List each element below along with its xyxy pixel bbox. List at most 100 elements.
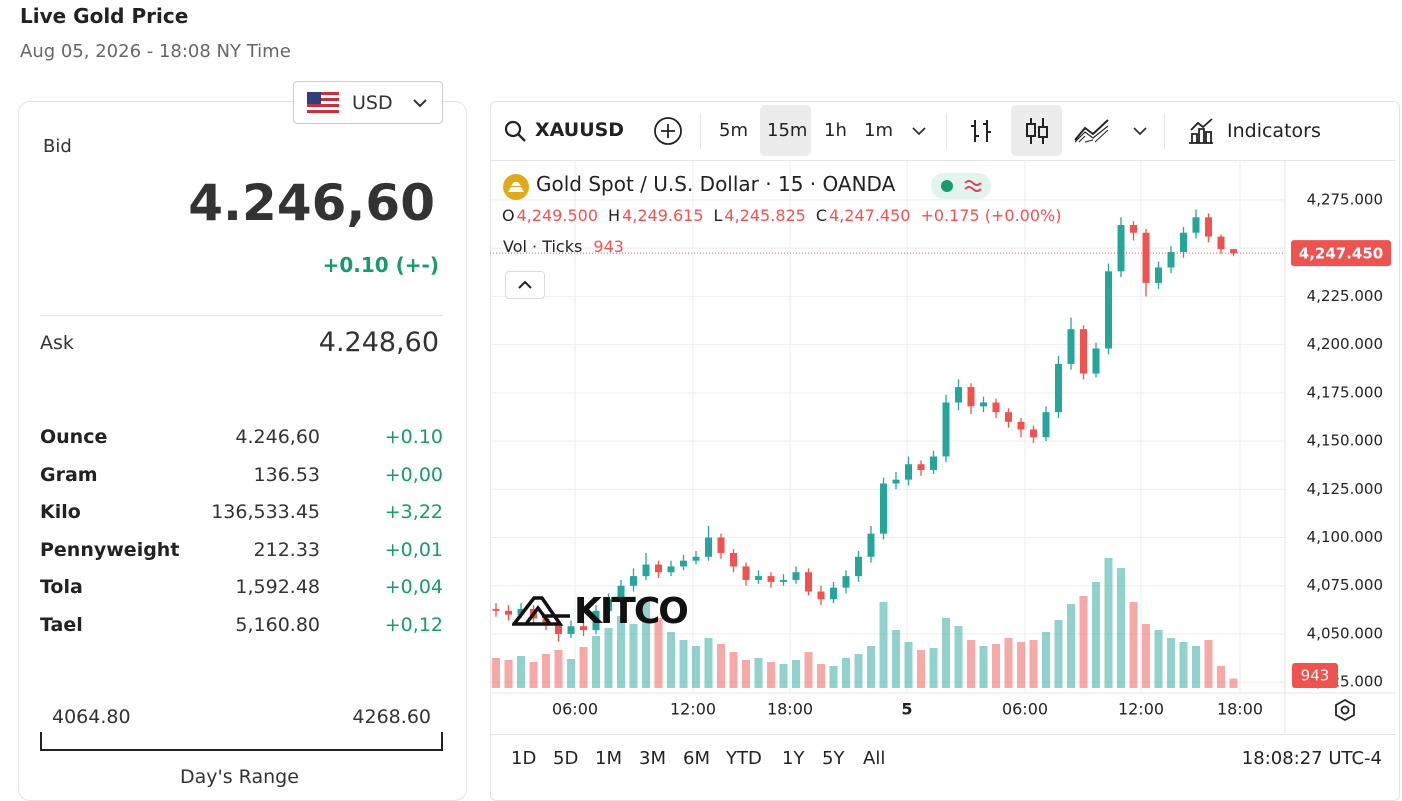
- y-tick-label: 4,050.000: [1307, 624, 1383, 642]
- candle-body: [1155, 267, 1162, 283]
- candle-body: [780, 579, 787, 582]
- candle-body: [1092, 348, 1100, 374]
- settings-icon[interactable]: [1333, 698, 1357, 722]
- range-bar: [40, 732, 443, 751]
- candle-body: [1017, 421, 1025, 430]
- volume-bar: [1229, 678, 1238, 688]
- candle-body: [1205, 217, 1212, 237]
- candle-body: [905, 464, 912, 480]
- legend-close: 4,247.450: [829, 206, 911, 225]
- candle-body: [730, 552, 737, 567]
- candle-body: [1042, 412, 1050, 438]
- interval[interactable]: 15m: [767, 120, 808, 141]
- area-style-icon[interactable]: [1073, 116, 1111, 144]
- indicators[interactable]: Indicators: [1227, 120, 1321, 142]
- chevron-up: [518, 280, 532, 289]
- volume-bar: [554, 650, 563, 688]
- volume-bar: [1217, 666, 1225, 688]
- candle-body: [980, 402, 987, 407]
- y-tick-label: 4,275.000: [1307, 190, 1383, 208]
- candle-body: [805, 572, 812, 592]
- range-button[interactable]: 5Y: [822, 748, 845, 769]
- divider: [700, 113, 701, 149]
- candle-body: [717, 537, 725, 553]
- volume-bar: [1129, 602, 1138, 688]
- range-button[interactable]: YTD: [726, 748, 762, 769]
- candle-body: [1217, 236, 1225, 250]
- flag-icon: [307, 92, 339, 114]
- unit-row: Ounce 4.246,60 +0.10: [40, 426, 443, 456]
- range-button[interactable]: 1M: [595, 748, 622, 769]
- volume-bar: [704, 638, 713, 688]
- volume-bar: [1192, 646, 1200, 688]
- chevron[interactable]: [911, 126, 927, 136]
- unit-name: Pennyweight: [40, 539, 180, 561]
- volume-bar: [1004, 638, 1013, 688]
- volume-bar: [767, 662, 775, 688]
- candle-body: [605, 599, 612, 611]
- unit-price: 212.33: [253, 539, 320, 561]
- volume-bar: [492, 658, 500, 688]
- last-volume-tag: [1292, 663, 1338, 688]
- unit-price: 4.246,60: [235, 426, 320, 448]
- chart-title: Gold Spot / U.S. Dollar · 15 · OANDA: [536, 172, 896, 196]
- unit-change: +0,01: [384, 539, 443, 561]
- currency-label: USD: [352, 92, 393, 114]
- volume-bar: [967, 640, 975, 688]
- volume-bar: [1104, 558, 1113, 688]
- candle-body: [555, 624, 562, 634]
- unit-change: +0,00: [384, 464, 443, 486]
- collapse-button[interactable]: [505, 271, 545, 299]
- volume-bar: [1017, 642, 1025, 688]
- legend-key: H: [608, 206, 621, 225]
- candle-body: [667, 566, 675, 573]
- interval[interactable]: 1h: [824, 120, 847, 141]
- candle-body: [680, 560, 687, 567]
- x-tick-label: 12:00: [670, 700, 716, 719]
- candle-body: [892, 479, 900, 484]
- chevron[interactable]: [1132, 126, 1148, 136]
- search-icon[interactable]: [503, 119, 527, 143]
- x-tick-label: 06:00: [552, 700, 598, 719]
- interval[interactable]: 5m: [719, 120, 748, 141]
- volume-bar: [1142, 624, 1150, 688]
- candle-body: [880, 483, 887, 534]
- range-high: 4268.60: [352, 706, 431, 728]
- bid-change: +0.10 (+-): [322, 253, 439, 277]
- add-symbol[interactable]: [653, 116, 683, 146]
- currency-select[interactable]: USD: [293, 81, 443, 124]
- footer-border: [491, 734, 1396, 735]
- indicators-icon[interactable]: [1186, 116, 1216, 146]
- range-button[interactable]: 6M: [683, 748, 710, 769]
- range-button[interactable]: All: [863, 748, 886, 769]
- bar-style-icon[interactable]: [968, 117, 994, 145]
- volume-bar: [779, 664, 788, 688]
- candle-body: [517, 608, 525, 615]
- candle-body: [692, 556, 700, 561]
- unit-price: 5,160.80: [235, 614, 320, 636]
- volume-bar: [1204, 640, 1213, 688]
- volume-bar: [742, 660, 750, 688]
- candle-body: [967, 387, 975, 407]
- candle-body: [955, 387, 962, 403]
- range-low: 4064.80: [52, 706, 131, 728]
- range-button[interactable]: 1Y: [782, 748, 805, 769]
- volume-bar: [867, 646, 875, 688]
- volume-bar: [1154, 630, 1163, 688]
- interval[interactable]: 1m: [864, 120, 893, 141]
- range-button[interactable]: 3M: [639, 748, 666, 769]
- symbol[interactable]: XAUUSD: [535, 119, 625, 141]
- volume-bar: [842, 658, 850, 688]
- divider: [946, 113, 947, 149]
- x-tick-label: 18:00: [1217, 700, 1263, 719]
- candle-style-icon[interactable]: [1023, 116, 1051, 146]
- gold-icon: [503, 174, 529, 200]
- range-button[interactable]: 5D: [553, 748, 579, 769]
- unit-name: Ounce: [40, 426, 108, 448]
- range-button[interactable]: 1D: [511, 748, 537, 769]
- candle-body: [630, 576, 637, 586]
- y-tick-label: 4,150.000: [1307, 432, 1383, 450]
- status-icons: [941, 180, 982, 192]
- x-tick-label: 06:00: [1002, 700, 1048, 719]
